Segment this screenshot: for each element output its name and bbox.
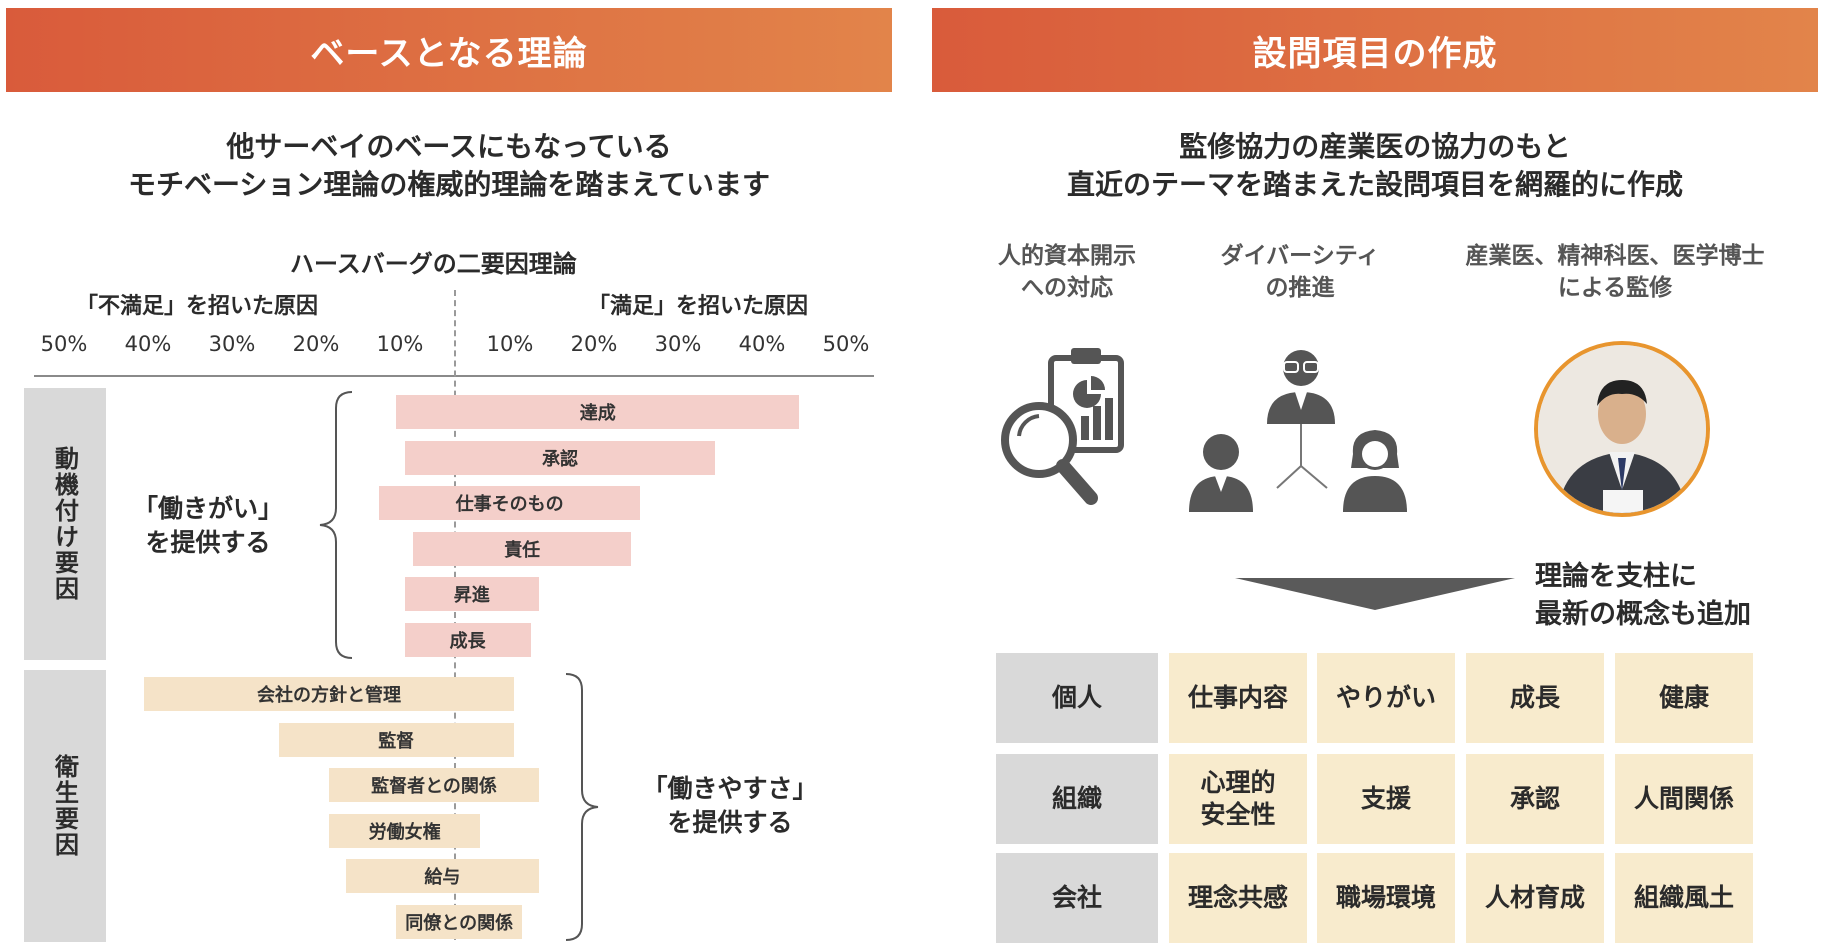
chart-bar: 同僚との関係 (396, 905, 523, 939)
category-label-line: 産業医、精神科医、医学博士 (1465, 243, 1765, 269)
category-label-line: 人的資本開示 (998, 243, 1136, 269)
clipboard-chart-magnifier-icon (1001, 348, 1124, 505)
grid-item: 支援 (1317, 754, 1455, 844)
chart-bar: 承認 (404, 440, 716, 475)
axis-tick-label: 10% (486, 332, 534, 356)
right-headline: 監修協力の産業医の協力のもと 直近のテーマを踏まえた設問項目を網羅的に作成 (932, 128, 1818, 204)
hygiene-label: 衛生要因 (50, 754, 79, 858)
left-headline-line-1: 他サーベイのベースにもなっている (226, 130, 672, 163)
center-dashed-line (454, 290, 456, 940)
right-headline-line-1: 監修協力の産業医の協力のもと (1179, 130, 1571, 163)
motivators-note: 「働きがい」 を提供する (118, 492, 298, 560)
axis-tick-label: 50% (40, 332, 88, 356)
grid-item: 人間関係 (1615, 754, 1753, 844)
motivators-note-line-1: 「働きがい」 (132, 494, 283, 523)
axis-tick-label: 20% (570, 332, 618, 356)
hygiene-note-line-1: 「働きやすさ」 (642, 774, 818, 803)
axis-tick-label: 40% (124, 332, 172, 356)
down-arrow-icon (1235, 578, 1515, 610)
chart-bar: 達成 (396, 395, 800, 429)
hygiene-note: 「働きやすさ」 を提供する (620, 772, 840, 840)
grid-row-header: 個人 (996, 653, 1158, 743)
chart-bar: 成長 (404, 623, 531, 657)
axis-tick-label: 30% (208, 332, 256, 356)
right-headline-line-2: 直近のテーマを踏まえた設問項目を網羅的に作成 (1066, 168, 1683, 201)
chart-bar: 昇進 (404, 577, 539, 612)
grid-item: 人材育成 (1466, 853, 1604, 943)
grid-item: 職場環境 (1317, 853, 1455, 943)
grid-item: 心理的 安全性 (1169, 754, 1307, 844)
axis-tick-label: 50% (822, 332, 870, 356)
category-label-line: による監修 (1557, 275, 1673, 301)
chart-bar: 監督 (278, 722, 514, 757)
axis-tick-label: 10% (376, 332, 424, 356)
axis-tick-label: 20% (292, 332, 340, 356)
hygiene-bracket (565, 673, 599, 941)
left-section-banner: ベースとなる理論 (6, 8, 892, 92)
grid-row-header: 組織 (996, 754, 1158, 844)
grid-item: 組織風土 (1615, 853, 1753, 943)
category-label-line: の推進 (1265, 275, 1335, 301)
diverse-people-icon (1189, 350, 1407, 512)
chart-bar: 監督者との関係 (329, 768, 539, 803)
chart-bar: 会社の方針と管理 (144, 677, 514, 711)
left-headline-line-2: モチベーション理論の権威的理論を踏まえています (127, 168, 771, 201)
chart-bar: 給与 (345, 859, 539, 894)
grid-item: やりがい (1317, 653, 1455, 743)
category-label-diversity: ダイバーシティ の推進 (1190, 240, 1410, 304)
arrow-note-line-1: 理論を支柱に (1535, 561, 1697, 592)
category-label-human-capital: 人的資本開示 への対応 (962, 240, 1172, 304)
grid-item: 承認 (1466, 754, 1604, 844)
grid-item: 成長 (1466, 653, 1604, 743)
axis-tick-label: 30% (654, 332, 702, 356)
chart-bar: 仕事そのもの (379, 486, 640, 521)
dissatisfaction-caption: 「不満足」を招いた原因 (76, 294, 319, 319)
grid-item: 理念共感 (1169, 853, 1307, 943)
motivators-label: 動機付け要因 (50, 446, 79, 602)
right-section-banner: 設問項目の作成 (932, 8, 1818, 92)
grid-item: 仕事内容 (1169, 653, 1307, 743)
chart-bar: 労働女権 (329, 813, 481, 848)
chart-bar: 責任 (413, 531, 632, 566)
motivators-note-line-2: を提供する (145, 528, 271, 557)
grid-row-header: 会社 (996, 853, 1158, 943)
arrow-note-line-2: 最新の概念も追加 (1535, 599, 1751, 630)
category-label-line: ダイバーシティ (1220, 243, 1380, 269)
motivators-box: 動機付け要因 (24, 388, 106, 660)
grid-item: 健康 (1615, 653, 1753, 743)
category-label-supervision: 産業医、精神科医、医学博士 による監修 (1430, 240, 1800, 304)
satisfaction-caption: 「満足」を招いた原因 (588, 294, 809, 319)
doctor-portrait (1534, 341, 1710, 517)
arrow-note: 理論を支柱に 最新の概念も追加 (1535, 558, 1751, 634)
axis-tick-label: 40% (738, 332, 786, 356)
motivators-bracket (319, 391, 353, 659)
category-label-line: への対応 (1021, 275, 1113, 301)
left-headline: 他サーベイのベースにもなっている モチベーション理論の権威的理論を踏まえています (6, 128, 892, 204)
hygiene-note-line-2: を提供する (667, 808, 793, 837)
chart-title: ハースバーグの二要因理論 (290, 250, 577, 278)
hygiene-box: 衛生要因 (24, 670, 106, 942)
